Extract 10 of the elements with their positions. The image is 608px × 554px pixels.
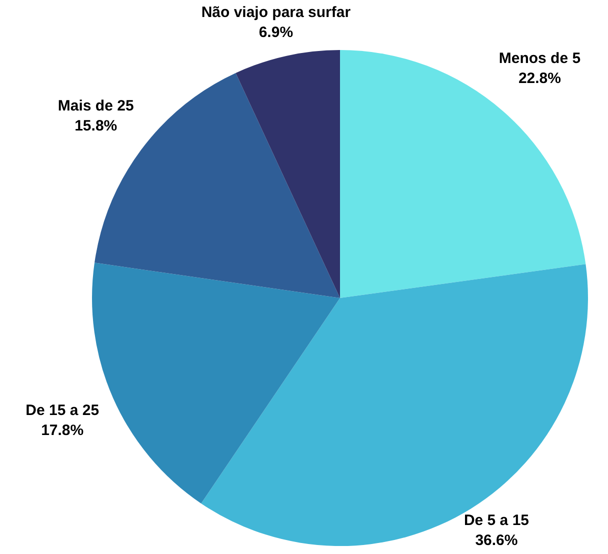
slice-label: Mais de 25	[58, 97, 134, 114]
data-label: 15.8%	[74, 117, 118, 134]
data-label: 22.8%	[518, 70, 561, 88]
slice-label: De 15 a 25	[26, 402, 100, 420]
data-label: 6.9%	[258, 24, 294, 42]
slice-label: De 5 a 15	[464, 512, 529, 530]
slice-label: Menos de 5	[498, 50, 581, 68]
slice-label: Não viajo para surfar	[201, 4, 351, 22]
data-label: 17.8%	[41, 422, 84, 440]
data-label: 36.6%	[475, 532, 518, 550]
